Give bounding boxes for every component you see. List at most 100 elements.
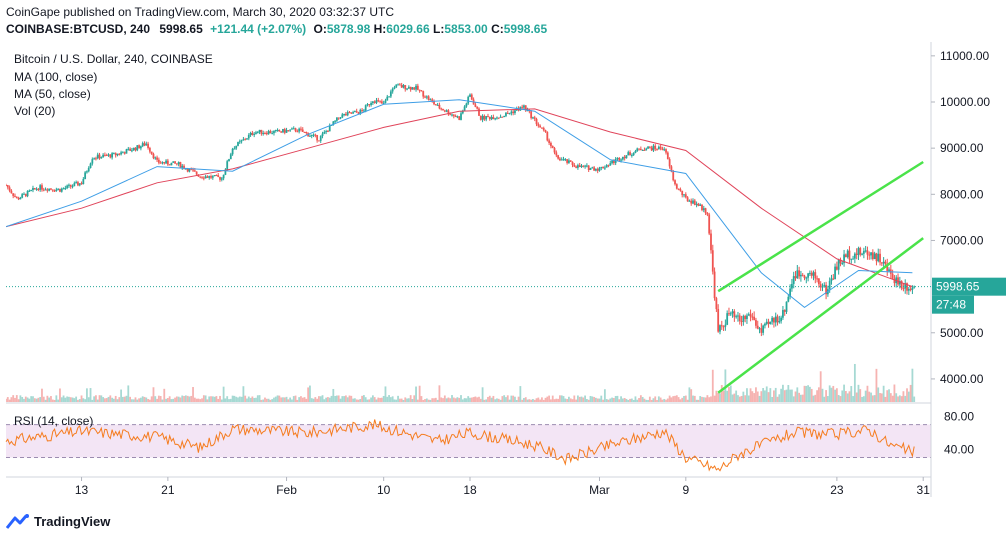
candle-body (12, 193, 15, 196)
volume-bar (505, 397, 507, 402)
candle-body (474, 104, 477, 107)
candle-body (524, 105, 527, 111)
candle-body (569, 160, 572, 162)
volume-bar (265, 398, 268, 402)
volume-bar (472, 397, 475, 402)
volume-bar (231, 395, 234, 402)
candle-body (713, 271, 716, 299)
volume-bar (188, 396, 191, 402)
time-axis[interactable]: 13 21 Feb 10 18 Mar 9 23 31 (75, 477, 930, 497)
ma100-legend[interactable]: MA (100, close) (14, 70, 98, 84)
candle-body (346, 112, 349, 116)
candle-body (780, 317, 783, 322)
candle-body (625, 155, 628, 159)
candle-body (50, 188, 52, 190)
volume-bar (377, 397, 380, 402)
rsi-axis[interactable]: 80.00 40.00 (944, 409, 974, 456)
volume-legend[interactable]: Vol (20) (14, 104, 56, 118)
volume-bar (559, 395, 561, 402)
candle-body (174, 161, 176, 164)
volume-bar (238, 396, 241, 402)
candle-body (6, 185, 7, 187)
candle-body (280, 131, 283, 133)
volume-bar (368, 399, 371, 402)
volume-bar (817, 387, 820, 402)
candle-body (370, 103, 372, 106)
candle-body (839, 259, 842, 264)
volume-bar (17, 399, 20, 402)
candle-body (269, 131, 272, 134)
rsi-legend[interactable]: RSI (14, close) (14, 414, 94, 428)
volume-bar (573, 395, 576, 402)
volume-bar (409, 395, 412, 402)
volume-bar (359, 398, 362, 402)
candle-body (729, 313, 732, 315)
change-value: +121.44 (+2.07%) (210, 22, 307, 36)
candle-body (368, 104, 371, 106)
volume-bar (156, 398, 158, 402)
volume-bar (821, 388, 824, 402)
candle-body (801, 274, 804, 276)
candle-body (71, 186, 74, 188)
candle-body (850, 258, 853, 260)
candle-body (98, 154, 101, 159)
candle-body (352, 112, 354, 114)
price-chart[interactable]: 11000.00 10000.00 9000.00 8000.00 7000.00 500… (0, 42, 1006, 502)
volume-bar (48, 397, 51, 402)
candle-body (28, 190, 31, 192)
volume-bar (737, 395, 739, 402)
lower-trendline (717, 237, 924, 394)
candle-body (190, 168, 193, 170)
ma50-legend[interactable]: MA (50, close) (14, 87, 91, 101)
brand-label: TradingView (34, 513, 111, 529)
volume-bar (677, 397, 680, 402)
volume-bar (127, 385, 130, 402)
volume-bar (871, 395, 874, 402)
volume-bar (431, 398, 434, 402)
candle-body (479, 115, 482, 120)
candle-body (233, 148, 236, 150)
candle-body (906, 283, 908, 291)
volume-bar (746, 388, 748, 402)
volume-bar (618, 399, 621, 402)
candle-body (35, 188, 38, 190)
candle-body (571, 161, 574, 165)
price-tick-label: 11000.00 (940, 49, 989, 63)
volume-bar (242, 386, 245, 402)
volume-bar (465, 398, 468, 402)
candle-body (670, 166, 673, 172)
volume-bar (850, 386, 853, 402)
candle-body (805, 277, 808, 279)
candle-body (154, 157, 157, 159)
volume-bar (364, 397, 367, 402)
volume-bar (37, 397, 40, 402)
candle-body (316, 135, 319, 141)
candle-body (353, 111, 356, 113)
volume-bar (577, 395, 579, 402)
candle-body (264, 133, 266, 135)
time-tick-label: 18 (463, 483, 477, 497)
volume-bar (168, 396, 171, 402)
volume-bar (751, 391, 754, 402)
volume-bar (796, 387, 799, 402)
candle-body (89, 163, 92, 168)
trendlines[interactable] (717, 160, 924, 394)
candle-body (57, 188, 60, 190)
volume-bar (704, 397, 707, 402)
price-axis[interactable]: 11000.00 10000.00 9000.00 8000.00 7000.00 500… (931, 49, 990, 386)
candle-body (654, 145, 657, 149)
volume-bar (663, 398, 666, 402)
candle-body (73, 183, 76, 187)
candle-body (645, 148, 648, 151)
candle-body (386, 96, 389, 101)
volume-bar (78, 399, 81, 402)
volume-bar (564, 398, 567, 402)
volume-bar (177, 396, 180, 402)
volume-bar (875, 368, 878, 402)
tradingview-logo[interactable]: TradingView (6, 510, 110, 532)
volume-bar (256, 395, 259, 402)
volume-bar (584, 395, 586, 402)
volume-bar (776, 396, 779, 402)
candle-body (843, 254, 845, 264)
volume-bar (566, 399, 569, 402)
